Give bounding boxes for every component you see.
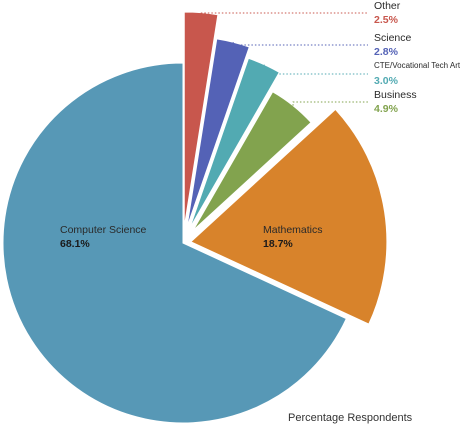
slice-label-computer-science: Computer Science [60, 224, 147, 236]
slice-label-business: Business [374, 89, 417, 101]
leader-line-cte-vocational-tech-arts [263, 64, 368, 75]
slice-business [192, 91, 312, 231]
slice-value-other: 2.5% [374, 14, 399, 26]
leader-line-science [232, 42, 368, 46]
slice-value-computer-science: 68.1% [60, 238, 90, 250]
slice-value-mathematics: 18.7% [263, 238, 293, 250]
slice-other [183, 11, 219, 228]
slice-label-other: Other [374, 0, 401, 12]
slice-label-science: Science [374, 32, 412, 44]
slice-value-business: 4.9% [374, 103, 399, 115]
slice-label-cte-vocational-tech-arts: CTE/Vocational Tech Arts [374, 61, 460, 70]
slice-label-mathematics: Mathematics [263, 224, 323, 236]
slice-value-science: 2.8% [374, 46, 399, 58]
slice-value-cte-vocational-tech-arts: 3.0% [374, 75, 399, 87]
leader-line-business [292, 101, 368, 106]
chart-caption: Percentage Respondents [288, 412, 413, 424]
slice-mathematics [190, 108, 388, 325]
slice-computer-science [2, 62, 348, 424]
